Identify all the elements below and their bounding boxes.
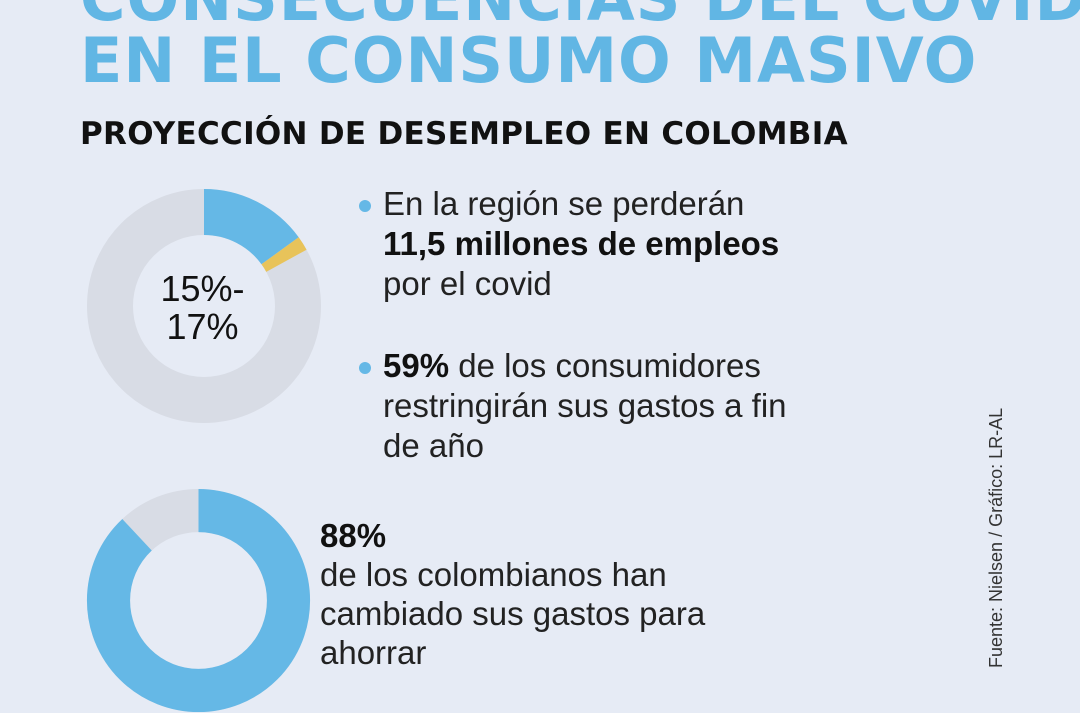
bullet-text: de año	[383, 427, 484, 464]
title-line-1: CONSECUENCIAS DEL COVID	[80, 0, 1080, 30]
bullet-jobs-lost: En la región se perderán 11,5 millones d…	[359, 184, 780, 304]
bullet-highlight: 11,5 millones de empleos	[383, 225, 780, 262]
savings-donut-chart	[86, 488, 311, 713]
donut-label-line-2: 17%	[166, 306, 239, 347]
donut-label-line-1: 15%-	[160, 268, 245, 309]
donut-segment-blue	[86, 488, 311, 713]
savings-stat: 88% de los colombianos han cambiado sus …	[320, 516, 705, 672]
source-credit: Fuente: Nielsen / Gráfico: LR-AL	[986, 407, 1006, 668]
donut-segment-blue	[87, 189, 321, 423]
subtitle: PROYECCIÓN DE DESEMPLEO EN COLOMBIA	[80, 116, 848, 152]
unemployment-donut-chart	[87, 189, 321, 423]
stat-text: de los colombianos han	[320, 556, 667, 593]
donut-center-label: 15%- 17%	[120, 270, 285, 346]
title-line-2: EN EL CONSUMO MASIVO	[80, 24, 978, 97]
bullet-dot-icon	[359, 200, 371, 212]
stat-text: ahorrar	[320, 634, 427, 671]
bullet-text-line: 59% de los consumidores	[383, 346, 787, 386]
bullet-highlight: 59%	[383, 347, 450, 384]
bullet-text: por el covid	[383, 265, 552, 302]
bullet-dot-icon	[359, 362, 371, 374]
bullet-text: de los consumidores	[449, 347, 761, 384]
bullet-consumers: 59% de los consumidores restringirán sus…	[359, 346, 787, 466]
stat-value: 88%	[320, 517, 387, 554]
stat-text: cambiado sus gastos para	[320, 595, 706, 632]
bullet-text: En la región se perderán	[383, 185, 745, 222]
bullet-text: restringirán sus gastos a fin	[383, 387, 787, 424]
